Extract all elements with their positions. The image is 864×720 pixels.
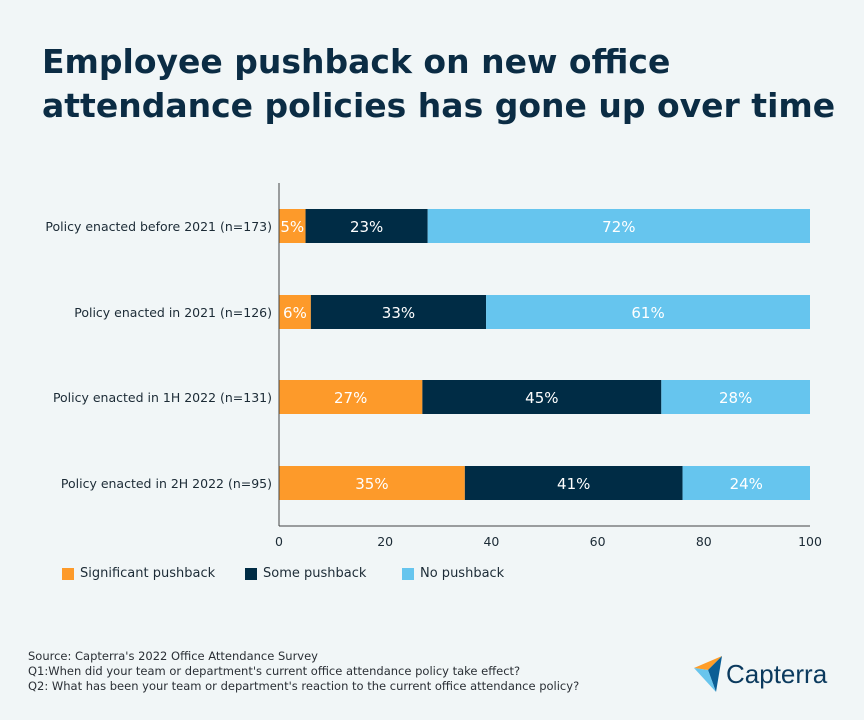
q2-line: Q2: What has been your team or departmen… (28, 679, 580, 693)
x-tick-label: 40 (483, 534, 499, 549)
category-label: Policy enacted before 2021 (n=173) (45, 219, 272, 234)
x-tick-label: 20 (377, 534, 393, 549)
bar-segment (427, 209, 810, 243)
x-tick-label: 80 (696, 534, 712, 549)
data-label: 5% (280, 218, 304, 236)
bar-segment (682, 466, 810, 500)
bar-segment (279, 380, 423, 414)
capterra-logo-text: Capterra (726, 658, 828, 689)
bar-segment (305, 209, 428, 243)
data-label: 23% (350, 218, 383, 236)
data-label: 6% (283, 304, 307, 322)
capterra-logo-icon (694, 656, 722, 692)
legend-item-none: No pushback (402, 566, 504, 581)
x-tick-label: 0 (275, 534, 283, 549)
legend-item-significant: Significant pushback (62, 566, 215, 581)
legend-swatch (245, 567, 257, 580)
data-label: 35% (355, 475, 388, 493)
data-label: 61% (631, 304, 664, 322)
data-label: 45% (525, 389, 558, 407)
legend-swatch (402, 567, 414, 580)
bar-segment (422, 380, 662, 414)
x-tick-label: 60 (590, 534, 606, 549)
category-label: Policy enacted in 2021 (n=126) (74, 305, 272, 320)
bar-segment (279, 209, 306, 243)
bar-segment (486, 295, 810, 329)
data-label: 28% (719, 389, 752, 407)
data-label: 41% (557, 475, 590, 493)
category-label: Policy enacted in 2H 2022 (n=95) (61, 476, 272, 491)
legend-label: No pushback (420, 566, 505, 581)
bar-segment (279, 295, 311, 329)
capterra-logo: Capterra (694, 656, 827, 692)
legend-label: Significant pushback (80, 566, 216, 581)
q1-line: Q1:When did your team or department's cu… (28, 664, 521, 678)
bar-segment (464, 466, 683, 500)
source-notes: Source: Capterra's 2022 Office Attendanc… (28, 649, 579, 694)
bar-segment (279, 466, 465, 500)
category-label: Policy enacted in 1H 2022 (n=131) (53, 390, 272, 405)
x-tick-label: 100 (798, 534, 822, 549)
legend-swatch (62, 567, 74, 580)
legend-item-some: Some pushback (245, 566, 366, 581)
data-label: 33% (382, 304, 415, 322)
legend-label: Some pushback (263, 566, 367, 581)
data-label: 24% (730, 475, 763, 493)
stacked-bar-chart: Policy enacted before 2021 (n=173) 5% 23% 7… (45, 183, 822, 549)
chart-title: Employee pushback on new office attendan… (42, 42, 836, 125)
data-label: 72% (602, 218, 635, 236)
source-line: Source: Capterra's 2022 Office Attendanc… (28, 649, 318, 663)
data-label: 27% (334, 389, 367, 407)
bar-segment (661, 380, 810, 414)
bar-segment (310, 295, 487, 329)
